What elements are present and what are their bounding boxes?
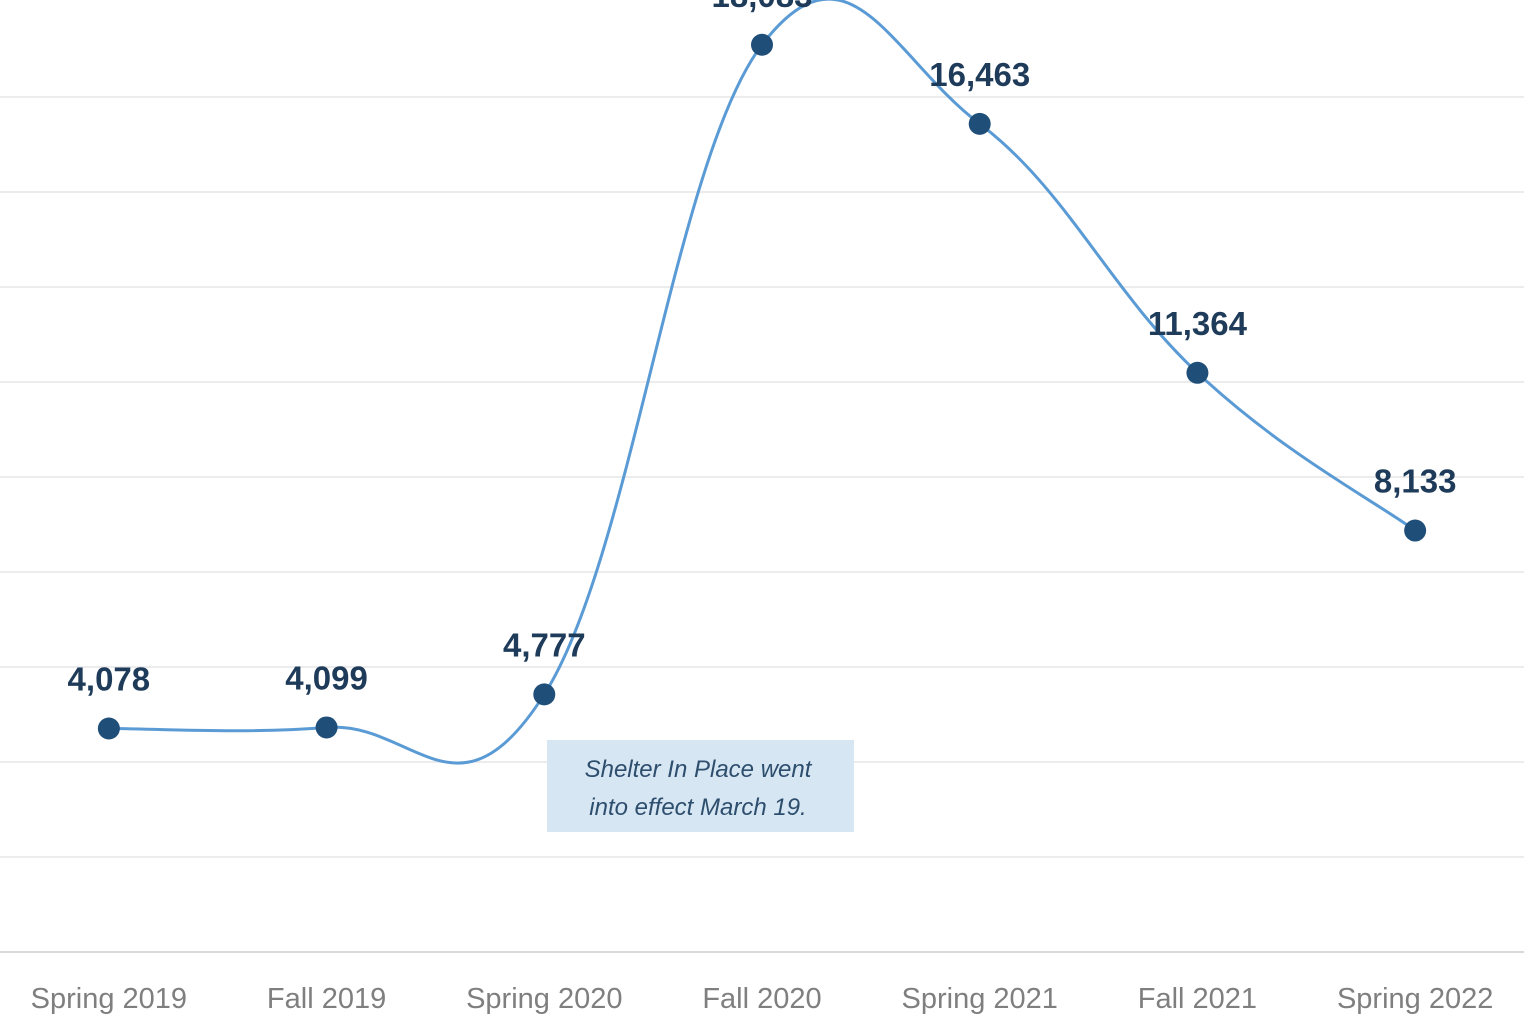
gridlines	[0, 96, 1524, 858]
data-label-1: 4,078	[68, 660, 151, 697]
x-tick-label-5: Spring 2021	[902, 983, 1058, 1015]
x-tick-label-6: Fall 2021	[1138, 983, 1257, 1015]
annotation-text-line-1: Shelter In Place went	[585, 756, 813, 783]
data-label-6: 11,364	[1148, 305, 1248, 342]
data-point-6	[1186, 361, 1209, 384]
data-point-2	[315, 716, 338, 739]
x-tick-label-7: Spring 2022	[1337, 983, 1493, 1015]
data-point-4	[751, 33, 773, 56]
annotation-callout: Shelter In Place went into effect March …	[547, 740, 854, 832]
data-markers	[97, 33, 1427, 740]
annotation-box	[547, 740, 854, 832]
data-label-7: 8,133	[1374, 463, 1457, 500]
x-tick-label-1: Spring 2019	[31, 983, 187, 1015]
data-label-2: 4,099	[285, 659, 368, 696]
data-point-5	[968, 112, 991, 135]
data-label-3: 4,777	[503, 626, 586, 663]
data-labels: 4,078 4,099 4,777 18,083 16,463 11,364 8,133	[68, 0, 1457, 697]
x-axis-tick-labels: Spring 2019 Fall 2019 Spring 2020 Fall 2020…	[31, 983, 1494, 1015]
data-point-1	[97, 717, 120, 740]
series-line	[108, 0, 1417, 765]
x-tick-label-3: Spring 2020	[466, 983, 622, 1015]
x-tick-label-2: Fall 2019	[267, 983, 386, 1015]
data-point-7	[1404, 519, 1427, 542]
x-tick-label-4: Fall 2020	[702, 983, 821, 1015]
data-label-4: 18,083	[712, 0, 813, 14]
annotation-text-line-2: into effect March 19.	[589, 794, 806, 821]
data-label-5: 16,463	[929, 56, 1030, 93]
data-point-3	[533, 683, 556, 706]
